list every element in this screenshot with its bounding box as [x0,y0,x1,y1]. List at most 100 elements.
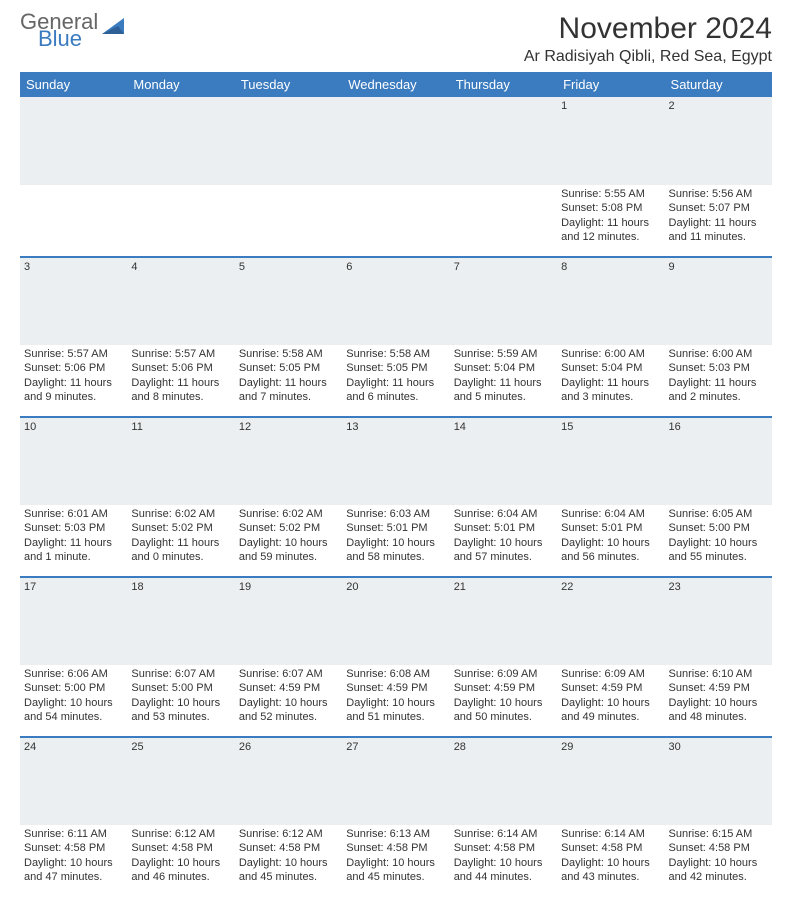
daylight-text: Daylight: 10 hours and 43 minutes. [561,856,660,885]
day-label: Friday [557,72,664,97]
day-number-cell: 7 [450,257,557,345]
header: General Blue November 2024 Ar Radisiyah … [20,12,772,66]
daylight-text: Daylight: 10 hours and 51 minutes. [346,696,445,725]
daylight-text: Daylight: 10 hours and 49 minutes. [561,696,660,725]
sunset-text: Sunset: 4:59 PM [561,681,660,695]
sunset-text: Sunset: 5:03 PM [669,361,768,375]
sunset-text: Sunset: 5:01 PM [346,521,445,535]
daylight-text: Daylight: 10 hours and 53 minutes. [131,696,230,725]
day-number-cell: 30 [665,737,772,825]
daylight-text: Daylight: 10 hours and 57 minutes. [454,536,553,565]
sunset-text: Sunset: 5:02 PM [131,521,230,535]
day-cell: Sunrise: 6:03 AMSunset: 5:01 PMDaylight:… [342,505,449,577]
day-number-cell [235,97,342,185]
sunset-text: Sunset: 5:08 PM [561,201,660,215]
sunset-text: Sunset: 5:03 PM [24,521,123,535]
day-cell: Sunrise: 6:14 AMSunset: 4:58 PMDaylight:… [450,825,557,897]
day-cell: Sunrise: 6:04 AMSunset: 5:01 PMDaylight:… [450,505,557,577]
sunrise-text: Sunrise: 6:04 AM [454,507,553,521]
day-cell: Sunrise: 6:12 AMSunset: 4:58 PMDaylight:… [235,825,342,897]
sunset-text: Sunset: 4:58 PM [239,841,338,855]
day-number-cell: 4 [127,257,234,345]
sunrise-text: Sunrise: 6:12 AM [131,827,230,841]
day-cell: Sunrise: 6:01 AMSunset: 5:03 PMDaylight:… [20,505,127,577]
logo-word2: Blue [38,29,98,50]
day-number-cell: 14 [450,417,557,505]
sunrise-text: Sunrise: 6:09 AM [454,667,553,681]
sunrise-text: Sunrise: 6:14 AM [561,827,660,841]
day-cell: Sunrise: 5:58 AMSunset: 5:05 PMDaylight:… [235,345,342,417]
day-cell: Sunrise: 6:14 AMSunset: 4:58 PMDaylight:… [557,825,664,897]
sunrise-text: Sunrise: 6:00 AM [561,347,660,361]
logo-triangle-icon [102,16,128,41]
day-number-cell: 16 [665,417,772,505]
day-cell: Sunrise: 6:00 AMSunset: 5:03 PMDaylight:… [665,345,772,417]
day-number-cell: 26 [235,737,342,825]
sunrise-text: Sunrise: 6:05 AM [669,507,768,521]
sunrise-text: Sunrise: 6:06 AM [24,667,123,681]
day-cell: Sunrise: 6:07 AMSunset: 4:59 PMDaylight:… [235,665,342,737]
sunrise-text: Sunrise: 5:57 AM [24,347,123,361]
sunset-text: Sunset: 5:05 PM [346,361,445,375]
daylight-text: Daylight: 11 hours and 3 minutes. [561,376,660,405]
day-label: Monday [127,72,234,97]
location-subtitle: Ar Radisiyah Qibli, Red Sea, Egypt [524,48,772,66]
daylight-text: Daylight: 11 hours and 9 minutes. [24,376,123,405]
day-cell: Sunrise: 6:00 AMSunset: 5:04 PMDaylight:… [557,345,664,417]
sunrise-text: Sunrise: 6:02 AM [239,507,338,521]
sunset-text: Sunset: 4:59 PM [669,681,768,695]
day-cell: Sunrise: 6:09 AMSunset: 4:59 PMDaylight:… [450,665,557,737]
daylight-text: Daylight: 10 hours and 56 minutes. [561,536,660,565]
day-cell: Sunrise: 5:57 AMSunset: 5:06 PMDaylight:… [127,345,234,417]
sunrise-text: Sunrise: 6:03 AM [346,507,445,521]
sunrise-text: Sunrise: 6:09 AM [561,667,660,681]
day-cell: Sunrise: 6:13 AMSunset: 4:58 PMDaylight:… [342,825,449,897]
sunrise-text: Sunrise: 6:13 AM [346,827,445,841]
sunset-text: Sunset: 4:59 PM [454,681,553,695]
day-number-cell: 17 [20,577,127,665]
logo: General Blue [20,12,128,50]
daylight-text: Daylight: 10 hours and 54 minutes. [24,696,123,725]
sunrise-text: Sunrise: 6:10 AM [669,667,768,681]
day-number-cell: 21 [450,577,557,665]
day-number-cell: 5 [235,257,342,345]
day-number-cell: 3 [20,257,127,345]
sunrise-text: Sunrise: 5:57 AM [131,347,230,361]
day-cell [127,185,234,257]
day-number-cell: 15 [557,417,664,505]
day-cell: Sunrise: 6:12 AMSunset: 4:58 PMDaylight:… [127,825,234,897]
sunrise-text: Sunrise: 5:58 AM [346,347,445,361]
daylight-text: Daylight: 11 hours and 8 minutes. [131,376,230,405]
day-cell: Sunrise: 5:59 AMSunset: 5:04 PMDaylight:… [450,345,557,417]
daylight-text: Daylight: 11 hours and 6 minutes. [346,376,445,405]
day-cell: Sunrise: 5:58 AMSunset: 5:05 PMDaylight:… [342,345,449,417]
sunset-text: Sunset: 5:00 PM [24,681,123,695]
day-number-cell: 18 [127,577,234,665]
calendar-table: Sunday Monday Tuesday Wednesday Thursday… [20,72,772,897]
day-cell: Sunrise: 5:57 AMSunset: 5:06 PMDaylight:… [20,345,127,417]
day-cell: Sunrise: 6:02 AMSunset: 5:02 PMDaylight:… [127,505,234,577]
sunrise-text: Sunrise: 6:14 AM [454,827,553,841]
sunset-text: Sunset: 5:07 PM [669,201,768,215]
day-number-cell: 1 [557,97,664,185]
day-label: Sunday [20,72,127,97]
daylight-text: Daylight: 10 hours and 45 minutes. [346,856,445,885]
daylight-text: Daylight: 10 hours and 52 minutes. [239,696,338,725]
day-number-cell: 28 [450,737,557,825]
sunset-text: Sunset: 5:01 PM [561,521,660,535]
daylight-text: Daylight: 11 hours and 7 minutes. [239,376,338,405]
day-cell: Sunrise: 6:09 AMSunset: 4:59 PMDaylight:… [557,665,664,737]
sunrise-text: Sunrise: 6:07 AM [239,667,338,681]
daylight-text: Daylight: 10 hours and 50 minutes. [454,696,553,725]
sunset-text: Sunset: 4:59 PM [346,681,445,695]
day-number-cell: 24 [20,737,127,825]
day-header-row: Sunday Monday Tuesday Wednesday Thursday… [20,72,772,97]
daylight-text: Daylight: 10 hours and 55 minutes. [669,536,768,565]
daylight-text: Daylight: 11 hours and 12 minutes. [561,216,660,245]
day-cell [235,185,342,257]
sunset-text: Sunset: 4:58 PM [669,841,768,855]
day-number-cell: 12 [235,417,342,505]
day-number-cell: 20 [342,577,449,665]
sunset-text: Sunset: 5:00 PM [669,521,768,535]
day-number-cell: 10 [20,417,127,505]
